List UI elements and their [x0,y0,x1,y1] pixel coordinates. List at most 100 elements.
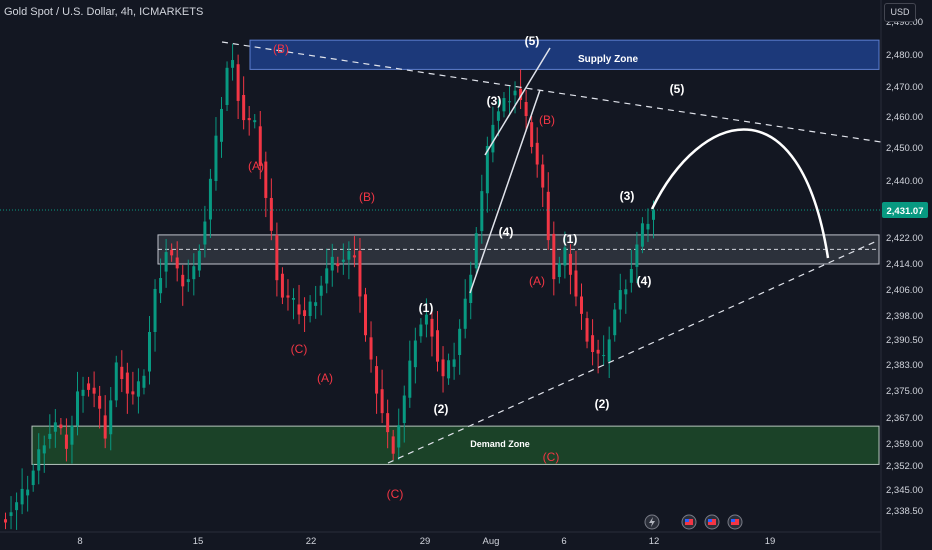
ascending-trendline [387,239,880,464]
drawings [0,41,882,464]
candle-body [646,223,650,230]
price-tick-label: 2,375.00 [886,386,923,397]
candle-body [347,251,351,260]
time-tick-label: 8 [77,536,82,547]
candle-body [292,298,295,300]
candle-body [530,122,534,147]
wave-label: (C) [291,342,308,356]
candle-body [635,244,639,267]
candle-body [391,436,395,454]
wave-label: (5) [670,82,685,96]
time-tick-label: 15 [193,536,204,547]
price-tick-label: 2,422.00 [886,233,923,244]
candle-body [109,400,113,435]
candle-body [159,278,163,294]
candle-body [236,64,240,101]
candle-body [175,257,179,269]
candle-body [452,359,456,367]
time-tick-label: 19 [765,536,776,547]
candle-body [253,120,257,123]
candle-body [136,381,140,397]
projection-arc [650,128,830,259]
candle-body [264,161,268,198]
flag-canton [731,519,735,522]
candle-body [541,164,545,188]
candle-body [386,413,390,433]
candle-body [153,288,157,332]
candle-body [574,270,578,297]
candle-body [114,362,118,401]
price-tick-label: 2,398.00 [886,311,923,322]
candle-body [546,191,550,241]
price-tick-label: 2,359.00 [886,439,923,450]
candle-body [142,375,146,388]
candle-body [491,124,495,153]
candle-body [103,415,107,439]
wave-label: (5) [525,34,540,48]
price-axis: 2,490.00 2,480.00 2,470.00 2,460.00 2,450.00… [882,17,928,517]
currency-button[interactable]: USD [884,3,916,22]
candle-body [618,290,622,310]
wave-label: (B) [273,42,289,56]
candle-body [513,90,517,96]
candle-body [330,256,334,271]
time-tick-label: 22 [306,536,317,547]
candle-body [64,434,68,449]
candle-body [192,266,196,280]
candle-body [120,366,124,380]
demand-zone-label: Demand Zone [470,439,530,449]
wave-labels: (B) (A) (C) (B) (A) (C) (1) (2) (3) (4) (5) (B) (A) (… [248,34,684,501]
candle-body [358,251,362,297]
candle-body [402,395,406,424]
channel-upper-line [484,47,551,156]
candle-body [76,391,79,426]
candle-body [458,328,462,355]
wave-label: (4) [499,225,514,239]
candle-body [568,253,572,275]
candle-body [535,142,539,165]
candle-body [424,314,428,325]
price-tick-label: 2,352.00 [886,461,923,472]
candle-body [447,360,451,379]
candle-body [197,250,201,271]
candle-body [325,268,329,284]
candle-body [225,67,229,105]
candle-body [164,252,168,272]
candle-body [341,259,345,262]
candle-body [70,425,74,445]
candle-body [81,389,85,396]
candle-body [231,60,235,68]
candle-body [496,111,500,121]
candle-body [380,389,384,414]
candle-body [408,360,412,398]
candle-body [352,255,356,258]
price-tick-label: 2,450.00 [886,143,923,154]
time-tick-label: 12 [649,536,660,547]
candle-body [258,126,262,166]
candle-body [303,310,307,316]
candle-body [629,269,633,283]
candle-body [170,249,174,256]
candle-body [220,108,223,142]
price-tick-label: 2,345.00 [886,485,923,496]
time-tick-label: 29 [420,536,431,547]
candle-body [652,210,655,220]
candle-body [607,339,611,362]
price-tick-label: 2,440.00 [886,176,923,187]
candle-body [181,274,185,287]
candle-body [336,263,340,267]
candle-body [613,309,617,336]
candle-body [269,197,273,231]
candle-body [602,355,606,357]
chart-title: Gold Spot / U.S. Dollar, 4h, ICMARKETS [4,6,204,18]
candle-body [524,102,528,117]
price-tick-label: 2,490.00 [886,17,923,28]
candle-body [242,95,246,121]
flag-canton [685,519,689,522]
last-price-badge [882,202,928,218]
price-tick-label: 2,383.00 [886,360,923,371]
price-tick-label: 2,367.00 [886,413,923,424]
candle-body [441,359,445,377]
candle-body [125,372,129,394]
